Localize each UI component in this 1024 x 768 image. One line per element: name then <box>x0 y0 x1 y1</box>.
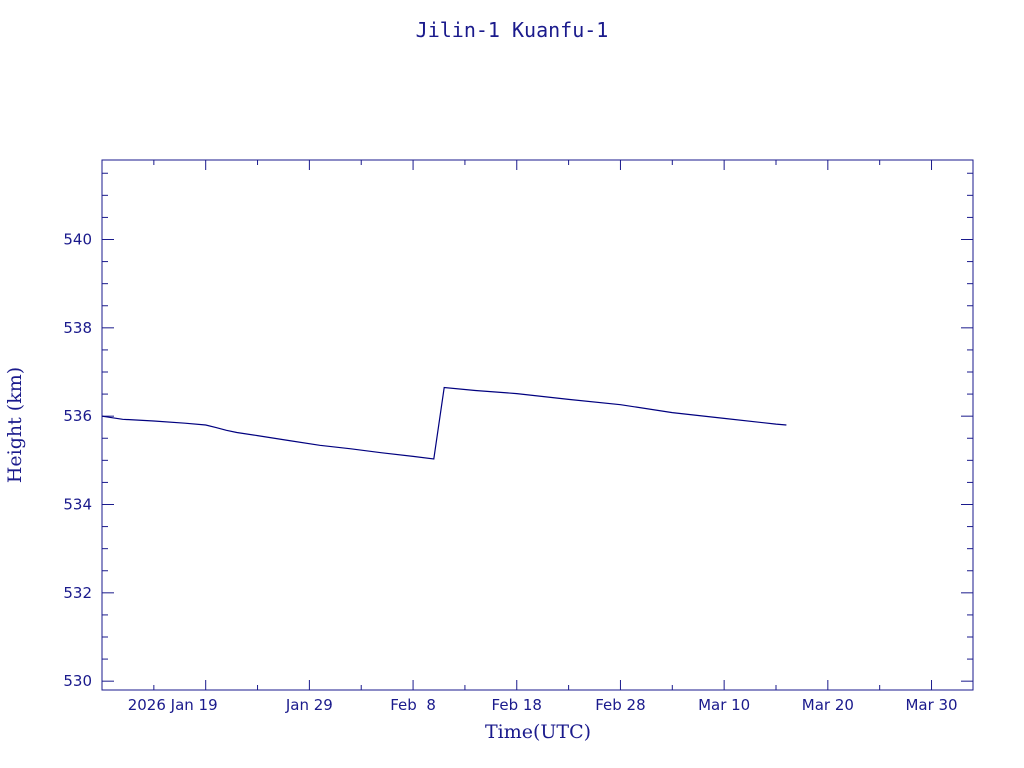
y-tick-label: 530 <box>63 672 92 690</box>
x-axis-title: Time(UTC) <box>485 721 591 743</box>
y-tick-label: 540 <box>63 231 92 249</box>
y-axis-title: Height (km) <box>4 367 26 483</box>
x-tick-label: Mar 10 <box>698 696 750 714</box>
y-tick-label: 538 <box>63 319 92 337</box>
x-tick-label: Feb 28 <box>595 696 645 714</box>
plot-frame <box>101 159 974 691</box>
chart-title: Jilin-1 Kuanfu-1 <box>416 18 609 42</box>
x-tick-label: Feb 8 <box>390 696 436 714</box>
x-tick-label: 2026 Jan 19 <box>128 696 218 714</box>
y-tick-label: 536 <box>63 407 92 425</box>
axis-tick-labels: 2026 Jan 19 Jan 29 Feb 8 Feb 18 Feb 28 Mar 10… <box>63 231 957 715</box>
series-line-height <box>101 386 787 460</box>
x-tick-label: Mar 30 <box>905 696 957 714</box>
x-tick-label: Mar 20 <box>802 696 854 714</box>
x-tick-label: Feb 18 <box>492 696 542 714</box>
axis-ticks <box>102 160 973 690</box>
y-tick-label: 534 <box>63 496 92 514</box>
x-tick-label: Jan 29 <box>285 696 333 714</box>
y-tick-label: 532 <box>63 584 92 602</box>
